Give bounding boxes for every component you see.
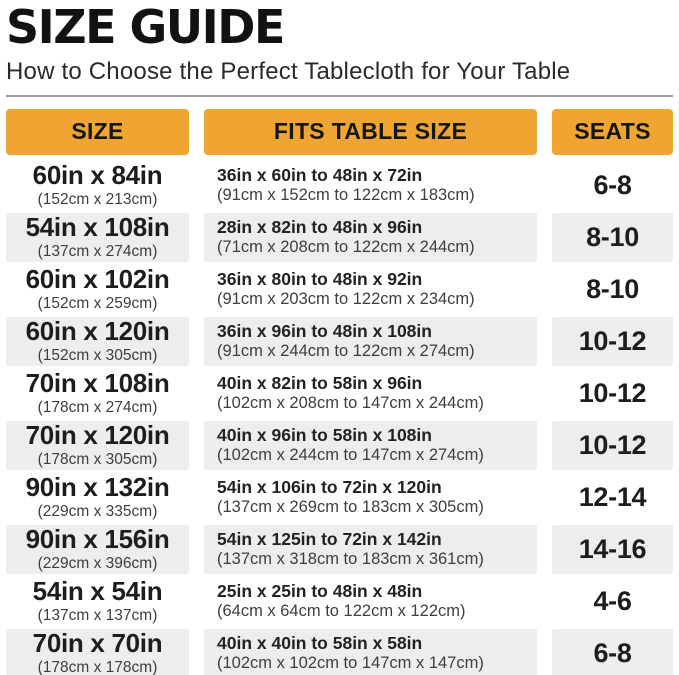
size-centimeters: (229cm x 335cm)	[37, 502, 158, 520]
size-cell: 60in x 84in (152cm x 213cm)	[6, 160, 189, 210]
size-cell: 60in x 120in (152cm x 305cm)	[6, 316, 189, 366]
fits-table-size-cell: 25in x 25in to 48in x 48in (64cm x 64cm …	[204, 576, 537, 626]
size-centimeters: (152cm x 305cm)	[37, 346, 158, 364]
seats-cell: 6-8	[552, 628, 673, 675]
size-inches: 60in x 84in	[32, 160, 163, 191]
size-guide-table: SIZE FITS TABLE SIZE SEATS 60in x 84in (…	[6, 108, 673, 675]
fits-table-size-cell: 36in x 60in to 48in x 72in (91cm x 152cm…	[204, 160, 537, 210]
seats-value: 14-16	[578, 533, 647, 564]
page-subtitle: How to Choose the Perfect Tablecloth for…	[6, 57, 571, 85]
seats-cell: 12-14	[552, 472, 673, 522]
fits-table-size-cell: 40in x 96in to 58in x 108in (102cm x 244…	[204, 420, 537, 470]
page-title: SIZE GUIDE	[6, 0, 285, 54]
seats-cell: 10-12	[552, 368, 673, 418]
fits-centimeters: (102cm x 208cm to 147cm x 244cm)	[217, 394, 484, 413]
seats-value: 10-12	[578, 325, 647, 356]
seats-value: 6-8	[593, 637, 632, 668]
size-cell: 90in x 156in (229cm x 396cm)	[6, 524, 189, 574]
size-inches: 70in x 108in	[25, 368, 170, 399]
fits-table-size-cell: 40in x 40in to 58in x 58in (102cm x 102c…	[204, 628, 537, 675]
size-cell: 54in x 108in (137cm x 274cm)	[6, 212, 189, 262]
seats-value: 12-14	[578, 481, 647, 512]
fits-centimeters: (102cm x 102cm to 147cm x 147cm)	[217, 654, 484, 673]
size-inches: 90in x 132in	[25, 472, 170, 503]
size-cell: 70in x 120in (178cm x 305cm)	[6, 420, 189, 470]
fits-centimeters: (91cm x 203cm to 122cm x 234cm)	[217, 290, 475, 309]
seats-value: 10-12	[578, 429, 647, 460]
size-centimeters: (137cm x 274cm)	[37, 242, 158, 260]
fits-table-size-cell: 40in x 82in to 58in x 96in (102cm x 208c…	[204, 368, 537, 418]
seats-cell: 4-6	[552, 576, 673, 626]
size-centimeters: (178cm x 178cm)	[37, 658, 158, 675]
size-centimeters: (229cm x 396cm)	[37, 554, 158, 572]
size-inches: 60in x 120in	[25, 316, 170, 347]
size-centimeters: (178cm x 305cm)	[37, 450, 158, 468]
fits-table-size-cell: 54in x 106in to 72in x 120in (137cm x 26…	[204, 472, 537, 522]
fits-inches: 40in x 40in to 58in x 58in	[217, 632, 423, 653]
fits-inches: 54in x 125in to 72in x 142in	[217, 528, 442, 549]
seats-cell: 10-12	[552, 420, 673, 470]
fits-inches: 28in x 82in to 48in x 96in	[217, 216, 423, 237]
fits-centimeters: (71cm x 208cm to 122cm x 244cm)	[217, 238, 475, 257]
size-cell: 54in x 54in (137cm x 137cm)	[6, 576, 189, 626]
divider-line	[6, 94, 673, 97]
fits-inches: 40in x 82in to 58in x 96in	[217, 372, 423, 393]
size-centimeters: (152cm x 259cm)	[37, 294, 158, 312]
fits-centimeters: (64cm x 64cm to 122cm x 122cm)	[217, 602, 466, 621]
fits-centimeters: (137cm x 318cm to 183cm x 361cm)	[217, 550, 484, 569]
size-cell: 70in x 70in (178cm x 178cm)	[6, 628, 189, 675]
fits-table-size-cell: 28in x 82in to 48in x 96in (71cm x 208cm…	[204, 212, 537, 262]
seats-cell: 10-12	[552, 316, 673, 366]
size-centimeters: (152cm x 213cm)	[37, 190, 158, 208]
seats-value: 8-10	[586, 221, 639, 252]
fits-inches: 40in x 96in to 58in x 108in	[217, 424, 432, 445]
fits-inches: 54in x 106in to 72in x 120in	[217, 476, 442, 497]
fits-inches: 36in x 60in to 48in x 72in	[217, 164, 423, 185]
size-inches: 60in x 102in	[25, 264, 170, 295]
seats-cell: 8-10	[552, 212, 673, 262]
seats-cell: 8-10	[552, 264, 673, 314]
size-inches: 90in x 156in	[25, 524, 170, 555]
seats-cell: 6-8	[552, 160, 673, 210]
fits-centimeters: (137cm x 269cm to 183cm x 305cm)	[217, 498, 484, 517]
fits-table-size-cell: 54in x 125in to 72in x 142in (137cm x 31…	[204, 524, 537, 574]
size-cell: 60in x 102in (152cm x 259cm)	[6, 264, 189, 314]
column-header-seats: SEATS	[552, 108, 673, 155]
fits-inches: 36in x 96in to 48in x 108in	[217, 320, 432, 341]
fits-table-size-cell: 36in x 80in to 48in x 92in (91cm x 203cm…	[204, 264, 537, 314]
size-inches: 54in x 54in	[32, 576, 163, 607]
size-cell: 70in x 108in (178cm x 274cm)	[6, 368, 189, 418]
fits-centimeters: (91cm x 244cm to 122cm x 274cm)	[217, 342, 475, 361]
size-centimeters: (137cm x 137cm)	[37, 606, 158, 624]
fits-inches: 36in x 80in to 48in x 92in	[217, 268, 423, 289]
seats-cell: 14-16	[552, 524, 673, 574]
size-inches: 54in x 108in	[25, 212, 170, 243]
seats-value: 4-6	[593, 585, 632, 616]
size-cell: 90in x 132in (229cm x 335cm)	[6, 472, 189, 522]
fits-centimeters: (91cm x 152cm to 122cm x 183cm)	[217, 186, 475, 205]
seats-value: 8-10	[586, 273, 639, 304]
fits-table-size-cell: 36in x 96in to 48in x 108in (91cm x 244c…	[204, 316, 537, 366]
size-centimeters: (178cm x 274cm)	[37, 398, 158, 416]
fits-centimeters: (102cm x 244cm to 147cm x 274cm)	[217, 446, 484, 465]
column-header-size: SIZE	[6, 108, 189, 155]
column-header-fits-table-size: FITS TABLE SIZE	[204, 108, 537, 155]
seats-value: 10-12	[578, 377, 647, 408]
size-inches: 70in x 70in	[32, 628, 163, 659]
seats-value: 6-8	[593, 169, 632, 200]
fits-inches: 25in x 25in to 48in x 48in	[217, 580, 423, 601]
size-inches: 70in x 120in	[25, 420, 170, 451]
